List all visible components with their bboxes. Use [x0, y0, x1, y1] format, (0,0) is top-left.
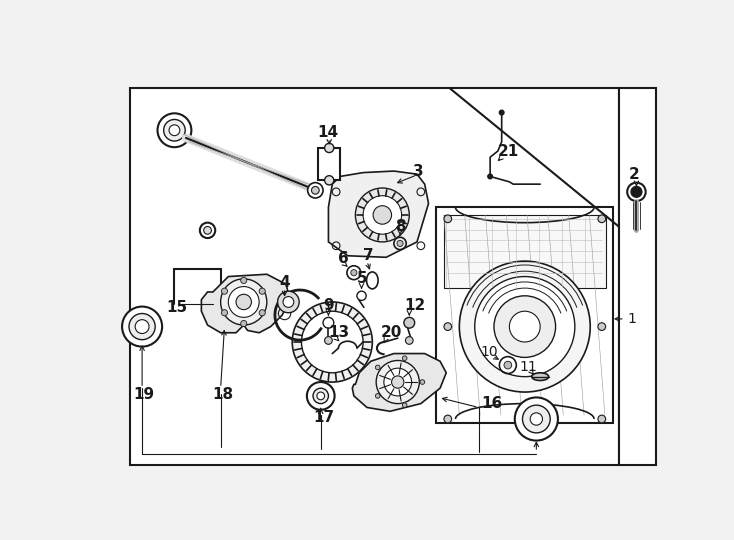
Text: 12: 12	[404, 298, 425, 313]
Circle shape	[444, 323, 451, 330]
Circle shape	[355, 188, 410, 242]
Polygon shape	[328, 171, 429, 257]
Circle shape	[598, 323, 606, 330]
Circle shape	[169, 125, 180, 136]
Circle shape	[363, 195, 401, 234]
Text: 13: 13	[328, 325, 349, 340]
Text: 9: 9	[323, 298, 334, 313]
Circle shape	[375, 394, 380, 398]
Circle shape	[228, 287, 259, 318]
Circle shape	[384, 368, 412, 396]
Polygon shape	[201, 274, 290, 333]
Circle shape	[375, 365, 380, 370]
Circle shape	[509, 311, 540, 342]
Circle shape	[292, 302, 372, 382]
Circle shape	[308, 183, 323, 198]
Circle shape	[397, 240, 403, 247]
Circle shape	[499, 110, 504, 115]
Circle shape	[236, 294, 252, 309]
Text: 5: 5	[357, 272, 368, 286]
Circle shape	[158, 113, 192, 147]
Circle shape	[444, 215, 451, 222]
Circle shape	[222, 288, 228, 294]
Circle shape	[405, 336, 413, 345]
Text: 16: 16	[481, 396, 502, 411]
Text: 2: 2	[629, 167, 639, 183]
Circle shape	[631, 186, 642, 197]
Circle shape	[402, 356, 407, 361]
Circle shape	[523, 405, 550, 433]
Ellipse shape	[531, 373, 548, 381]
Text: 18: 18	[212, 387, 233, 402]
Circle shape	[376, 361, 419, 403]
Text: 8: 8	[395, 219, 405, 234]
Text: 6: 6	[338, 251, 349, 266]
Circle shape	[475, 276, 575, 377]
Circle shape	[241, 278, 247, 284]
Circle shape	[598, 215, 606, 222]
Circle shape	[598, 415, 606, 423]
Circle shape	[373, 206, 391, 224]
Polygon shape	[352, 354, 446, 411]
Circle shape	[317, 392, 324, 400]
Text: 17: 17	[313, 410, 334, 425]
Circle shape	[259, 309, 265, 316]
Bar	[319, 148, 340, 180]
Circle shape	[129, 314, 155, 340]
Circle shape	[494, 296, 556, 357]
Circle shape	[164, 119, 185, 141]
Circle shape	[311, 186, 319, 194]
Bar	[619, 88, 655, 465]
Circle shape	[324, 143, 334, 153]
Bar	[436, 207, 614, 423]
Bar	[130, 88, 619, 465]
Circle shape	[459, 261, 590, 392]
Circle shape	[420, 380, 425, 384]
Circle shape	[241, 320, 247, 327]
Circle shape	[404, 318, 415, 328]
Circle shape	[277, 291, 299, 313]
Circle shape	[351, 269, 357, 276]
Circle shape	[122, 307, 162, 347]
Circle shape	[221, 279, 267, 325]
Circle shape	[391, 376, 404, 388]
Circle shape	[313, 388, 328, 403]
Circle shape	[627, 183, 646, 201]
Text: 1: 1	[627, 312, 636, 326]
Circle shape	[324, 176, 334, 185]
Circle shape	[402, 403, 407, 408]
Circle shape	[324, 336, 333, 345]
Text: 20: 20	[381, 325, 402, 340]
Text: 14: 14	[318, 125, 339, 140]
Circle shape	[204, 226, 211, 234]
Text: 10: 10	[481, 345, 498, 359]
Circle shape	[504, 361, 512, 369]
Text: 4: 4	[279, 275, 290, 290]
Text: 15: 15	[167, 300, 188, 315]
Circle shape	[283, 296, 294, 307]
Circle shape	[307, 382, 335, 410]
Circle shape	[135, 320, 149, 334]
Text: 21: 21	[498, 144, 519, 159]
Text: 3: 3	[413, 164, 424, 179]
Circle shape	[515, 397, 558, 441]
Text: 7: 7	[363, 248, 374, 264]
Bar	[444, 215, 606, 288]
Circle shape	[530, 413, 542, 425]
Circle shape	[222, 309, 228, 316]
Circle shape	[444, 415, 451, 423]
Circle shape	[302, 311, 363, 373]
Text: 11: 11	[520, 360, 537, 374]
Circle shape	[259, 288, 265, 294]
Text: 19: 19	[134, 387, 155, 402]
Circle shape	[488, 174, 493, 179]
